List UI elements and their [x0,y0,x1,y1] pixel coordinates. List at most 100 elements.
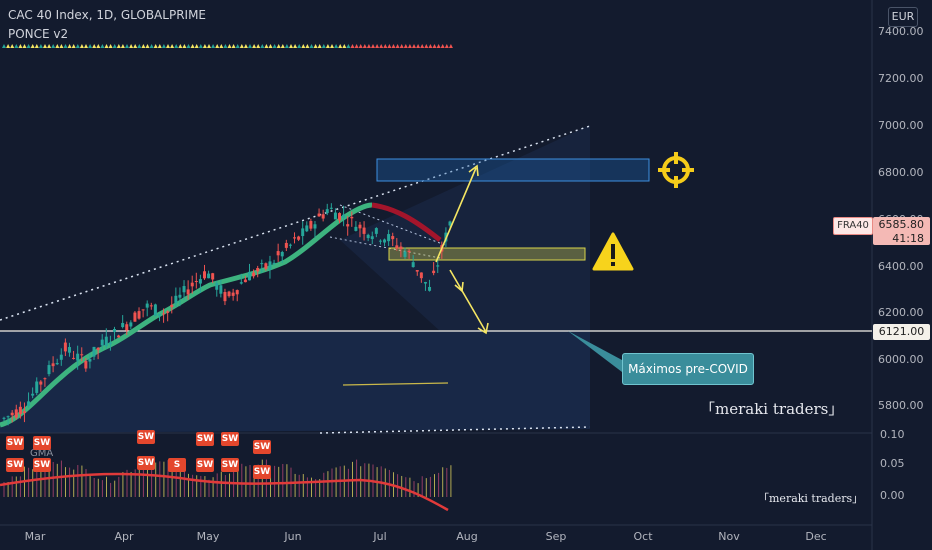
signal-badge: SW [253,440,271,454]
candle-body [252,272,256,277]
signal-badge: SW [196,458,214,472]
candle-body [76,353,80,361]
indicator-dot [43,44,47,48]
indicator-dot [227,44,232,48]
indicator-dot [407,44,412,48]
channel-upper-line [0,125,591,321]
indicator-dot [338,44,343,48]
indicator-dot [157,44,162,48]
indicator-dot [334,44,339,48]
pullback-line-2 [339,204,446,246]
indicator-dot [104,44,109,48]
indicator-dot [321,44,326,48]
candle-body [317,213,321,217]
candle-body [284,242,288,248]
indicator-dot [141,44,146,48]
candle-body [309,221,313,229]
slow-ma-line [342,382,449,386]
candle-body [186,289,190,295]
indicator-dot [194,44,199,48]
indicator-dot [182,44,187,48]
osc-tick: 0.10 [880,428,905,441]
indicator-dot [112,44,117,48]
candle-body [88,359,92,362]
indicator-dot [280,44,285,48]
candle-body [407,250,411,253]
crosshair-icon [658,152,694,188]
last-price-tag: 6585.80 41:18 [873,217,930,245]
candle-body [399,246,403,250]
indicator-dot [88,44,93,48]
candle-body [96,347,100,350]
indicator-dot [75,44,80,48]
indicator-dot [235,44,240,48]
candle-body [55,362,59,365]
warning-zone[interactable] [388,247,586,261]
oscillator [0,459,452,512]
price-tick: 6800.00 [878,166,924,179]
candle-body [92,346,96,357]
candle-body [387,234,391,242]
indicator-dot [342,44,347,48]
candle-body [84,361,88,369]
candle-body [272,262,276,264]
indicator-dot [412,44,416,48]
candle-body [43,378,47,380]
indicator-dot [289,44,293,48]
time-tick: Sep [545,530,567,543]
candle-body [166,311,170,313]
indicator-dot [96,44,101,48]
indicator-dot [6,44,11,48]
candle-body [125,324,129,331]
candle-body [157,313,161,316]
candle-body [239,282,243,284]
indicator-dot [47,44,52,48]
indicator-dot [34,44,39,48]
callout-label[interactable]: Máximos pre-COVID [622,353,754,385]
candle-body [14,409,18,418]
indicator-dot [202,44,207,48]
indicator-dot [186,44,191,48]
indicator-dot [55,44,60,48]
indicator-dot [325,44,330,48]
candle-body [395,245,399,249]
candle-body [194,281,198,283]
candle-body [198,279,202,284]
candle-body [80,354,84,356]
indicator-dot [383,44,388,48]
candle-body [280,251,284,257]
indicator-dot [301,44,306,48]
indicator-dot [313,44,318,48]
currency-button[interactable]: EUR [888,7,918,27]
countdown: 41:18 [892,232,924,245]
candle-body [141,309,145,311]
candle-body [231,292,235,296]
candle-body [366,234,370,239]
indicator-dot [149,44,154,48]
indicator-dot [133,44,138,48]
candle-body [170,304,174,308]
target-zone[interactable] [376,158,650,182]
indicator-dot [174,44,179,48]
signal-badge: SW [6,436,24,450]
time-tick: Apr [114,530,134,543]
candle-body [423,282,427,284]
signal-badge: SW [221,458,239,472]
indicator-dot [375,44,380,48]
candle-body [248,271,252,281]
indicator-dot [366,44,371,48]
indicator-dot [440,44,445,48]
arrow-down [449,269,487,333]
candle-body [2,417,6,419]
price-tick: 7400.00 [878,25,924,38]
time-tick: Jul [373,530,387,543]
candle-body [436,265,440,267]
indicator-dot [100,44,105,48]
indicator-dot [428,44,433,48]
indicator-dot [84,44,88,48]
candle-body [10,412,14,416]
indicator-dot [260,44,265,48]
indicator-dot [403,44,408,48]
indicator-dot [71,44,76,48]
